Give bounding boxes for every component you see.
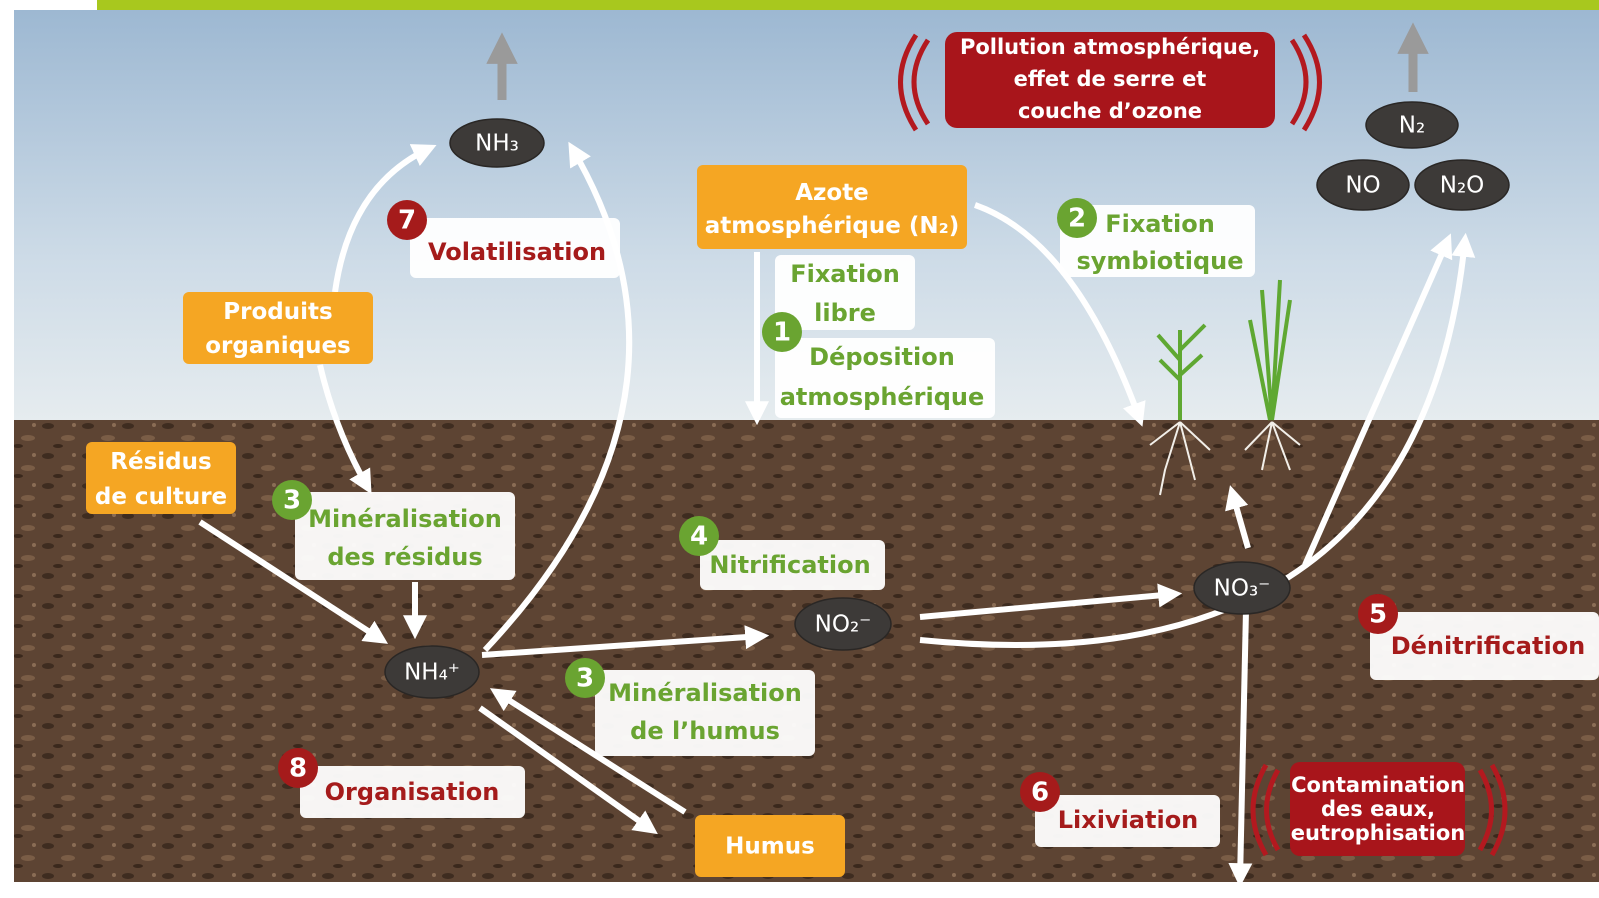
compound: N₂: [1399, 113, 1425, 139]
text-line: Déposition: [809, 343, 955, 371]
step-number: 3: [576, 664, 594, 694]
text-line: Résidus: [110, 449, 211, 475]
process-label: Dénitrification: [1391, 632, 1586, 660]
text-line: de culture: [95, 484, 227, 510]
text-line: couche d’ozone: [1018, 99, 1202, 123]
compound: N₂O: [1440, 173, 1485, 199]
step-number: 1: [773, 318, 791, 348]
step-number: 7: [398, 206, 416, 236]
text-line: Minéralisation: [308, 505, 502, 533]
step-number: 4: [690, 522, 708, 552]
step-number: 8: [289, 754, 307, 784]
source-azote: Azote atmosphérique (N₂): [697, 165, 967, 249]
process-label: Nitrification: [709, 551, 870, 579]
text-line: effet de serre et: [1014, 67, 1207, 91]
text-line: Azote: [795, 180, 869, 206]
compound: NO: [1345, 173, 1380, 199]
process-label: Volatilisation: [428, 238, 606, 266]
compound: NO₂⁻: [815, 612, 872, 638]
source-residus: Résidus de culture: [86, 442, 236, 514]
process-label: Lixiviation: [1058, 806, 1199, 834]
text-line: eutrophisation: [1291, 821, 1465, 845]
step-number: 6: [1031, 778, 1049, 808]
impact-pollution: Pollution atmosphérique, effet de serre e…: [901, 32, 1320, 130]
text-line: Fixation: [1105, 210, 1215, 238]
text-line: atmosphérique (N₂): [705, 213, 959, 239]
text-line: Produits: [223, 299, 332, 325]
step-number: 2: [1068, 204, 1086, 234]
process-label: Organisation: [325, 778, 500, 806]
text-line: Pollution atmosphérique,: [960, 35, 1260, 59]
compound: NO₃⁻: [1214, 576, 1271, 602]
compound: NH₃: [475, 131, 519, 157]
source-produits: Produits organiques: [183, 292, 373, 364]
step-number: 3: [283, 486, 301, 516]
source-humus: Humus: [695, 815, 845, 877]
text-line: Fixation: [790, 260, 900, 288]
compound: NH₄⁺: [404, 660, 460, 686]
text-line: des résidus: [327, 543, 482, 571]
text-line: Minéralisation: [608, 679, 802, 707]
text-line: de l’humus: [630, 717, 780, 745]
text-line: libre: [814, 299, 876, 327]
text-line: symbiotique: [1076, 247, 1243, 275]
text-line: atmosphérique: [780, 383, 985, 411]
text-line: organiques: [205, 333, 351, 359]
text-line: des eaux,: [1321, 797, 1435, 821]
process-2: 2 Fixation symbiotique: [1057, 198, 1255, 277]
process-3a: 3 Minéralisation des résidus: [272, 480, 515, 580]
source-label: Humus: [725, 834, 815, 860]
nitrogen-cycle-diagram: Pollution atmosphérique, effet de serre e…: [0, 0, 1599, 898]
top-bar: [97, 0, 1599, 10]
process-3b: 3 Minéralisation de l’humus: [565, 658, 815, 756]
step-number: 5: [1369, 600, 1387, 630]
text-line: Contamination: [1291, 773, 1465, 797]
